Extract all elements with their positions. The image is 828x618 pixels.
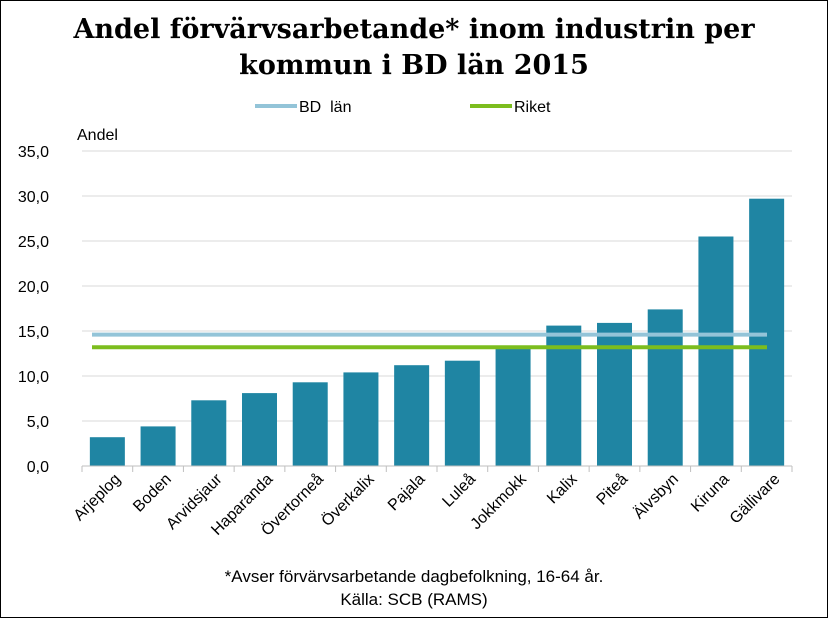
bar-övertorneå <box>292 382 328 466</box>
bar-arvidsjaur <box>191 400 227 466</box>
x-tick-label: Arjeplog <box>71 471 125 525</box>
y-tick-label: 30,0 <box>18 189 49 206</box>
x-tick-label: Jokkmokk <box>468 470 531 533</box>
y-tick-label: 35,0 <box>18 144 49 161</box>
bar-piteå <box>597 322 632 466</box>
bar-luleå <box>444 360 480 466</box>
chart-title: Andel förvärvsarbetande* inom industrin … <box>0 12 828 84</box>
x-tick-label: Kalix <box>544 471 581 508</box>
reference-lines <box>92 332 767 350</box>
y-axis-label: Andel <box>77 127 118 144</box>
gridlines <box>82 150 792 422</box>
x-tick-label: Luleå <box>439 470 479 510</box>
x-tick-label: Älvsbyn <box>630 470 682 522</box>
y-tick-label: 20,0 <box>18 279 49 296</box>
bar-jokkmokk <box>495 347 531 466</box>
bar-kiruna <box>698 236 734 466</box>
source-note: Källa: SCB (RAMS) <box>340 590 488 609</box>
y-tick-label: 15,0 <box>18 324 49 341</box>
x-axis-labels: Arjeplog BodenArvidsjaurHaparandaÖvertorn… <box>71 470 784 539</box>
y-tick-label: 10,0 <box>18 369 49 386</box>
x-tick-label: Piteå <box>593 470 632 509</box>
bar-gällivare <box>749 198 785 466</box>
footnote: *Avser förvärvsarbetande dagbefolkning, … <box>224 567 604 586</box>
chart-title-line-2: kommun i BD län 2015 <box>239 50 589 81</box>
x-axis <box>81 465 793 472</box>
x-tick-label: Pajala <box>385 471 429 515</box>
y-axis-ticks: 0,0 5,0 10,0 15,0 20,0 25,0 30,0 35,0 <box>18 144 49 476</box>
x-tick-label: Överkalix <box>318 470 378 530</box>
bars <box>89 198 785 466</box>
x-tick-label: Boden <box>130 471 175 516</box>
bar-pajala <box>394 365 430 466</box>
y-tick-label: 5,0 <box>27 414 49 431</box>
legend: BD län Riket <box>255 99 551 116</box>
legend-label: BD län <box>299 99 351 116</box>
y-tick-label: 25,0 <box>18 234 49 251</box>
bar-boden <box>140 426 176 466</box>
bar-arjeplog <box>89 437 125 466</box>
chart-title-line-1: Andel förvärvsarbetande* inom industrin … <box>73 14 755 45</box>
bar-haparanda <box>242 393 277 466</box>
x-tick-label: Gällivare <box>727 471 784 528</box>
legend-label: Riket <box>514 99 551 116</box>
bar-överkalix <box>343 372 379 466</box>
x-tick-label: Kiruna <box>688 471 733 516</box>
y-tick-label: 0,0 <box>27 459 49 476</box>
